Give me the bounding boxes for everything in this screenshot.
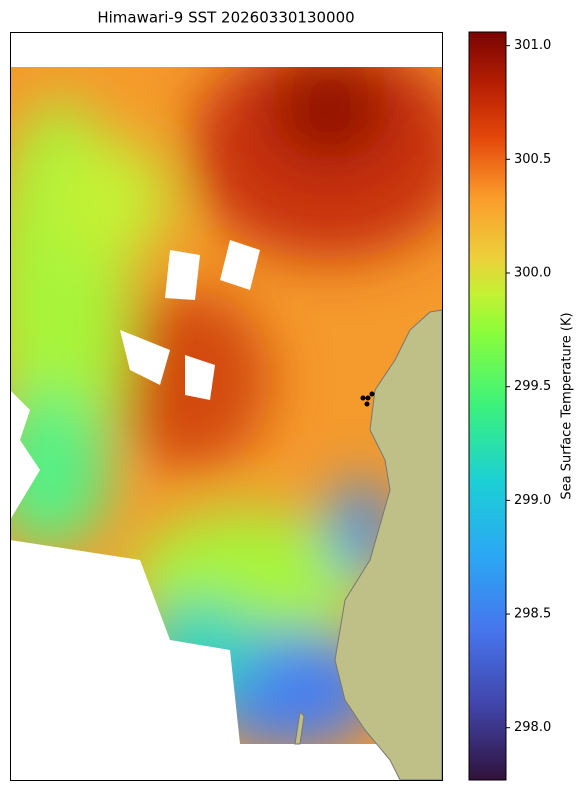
land xyxy=(294,710,305,745)
colorbar-label: Sea Surface Temperature (K) xyxy=(560,312,575,499)
colorbar-tick-label: 300.5 xyxy=(514,152,551,167)
colorbar-tick-label: 300.0 xyxy=(514,265,551,280)
colorbar-tick-label: 301.0 xyxy=(514,38,551,53)
colorbar-tick-label: 299.0 xyxy=(514,493,551,508)
colorbar-tick-label: 299.5 xyxy=(514,379,551,394)
colorbar-tick-label: 298.5 xyxy=(514,607,551,622)
colorbar-tick-label: 298.0 xyxy=(514,720,551,735)
map-title: Himawari-9 SST 20260330130000 xyxy=(97,9,354,27)
stations xyxy=(360,391,375,407)
land xyxy=(334,309,443,781)
map-frame xyxy=(10,32,443,781)
colorbar xyxy=(468,31,507,781)
sst-field xyxy=(10,67,442,744)
